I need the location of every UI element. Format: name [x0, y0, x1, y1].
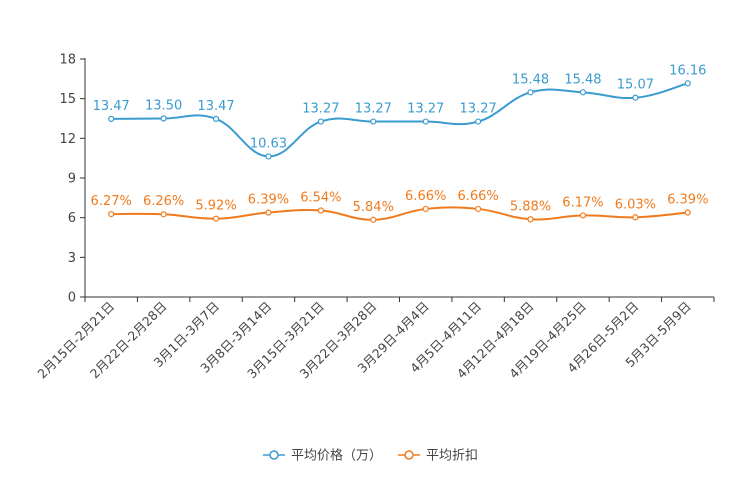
data-point	[265, 209, 272, 216]
data-point	[108, 115, 115, 122]
legend-item-1[interactable]: 平均价格（万）	[263, 448, 382, 464]
x-axis: 2月15日-2月21日2月22日-2月28日3月1日-3月7日3月8日-3月14…	[34, 296, 715, 381]
y-tick-label: 15	[59, 92, 76, 107]
series-2: 6.27% 6.26% 5.92% 6.39% 6.54% 5.84% 6.66% 6.66%…	[91, 189, 708, 223]
data-label: 13.27	[302, 102, 339, 117]
data-point	[370, 118, 377, 125]
series-line	[111, 206, 688, 221]
data-label: 6.26%	[143, 194, 184, 209]
data-label: 15.48	[512, 72, 549, 87]
data-label: 16.16	[669, 63, 706, 78]
data-point	[212, 115, 220, 122]
legend-label: 平均折扣	[426, 449, 478, 464]
series-1: 13.47 13.50 13.47 10.63 13.27 13.27 13.27 13.27…	[93, 63, 706, 160]
data-point	[475, 118, 482, 125]
data-label: 13.27	[407, 102, 444, 117]
data-label: 13.27	[355, 102, 392, 117]
legend[interactable]: 平均价格（万） 平均折扣	[263, 448, 478, 464]
data-label: 5.88%	[510, 199, 551, 214]
data-label: 6.03%	[615, 197, 656, 212]
data-label: 13.27	[460, 102, 497, 117]
data-label: 6.39%	[248, 193, 289, 208]
data-label: 5.84%	[353, 200, 394, 215]
y-axis: 0 3 6 9 12 15 18	[59, 53, 86, 306]
legend-marker	[269, 450, 279, 460]
y-tick-label: 0	[68, 291, 76, 306]
data-point	[579, 89, 587, 96]
data-label: 6.54%	[300, 191, 341, 206]
data-label: 6.17%	[562, 195, 603, 210]
data-label: 6.66%	[405, 189, 446, 204]
data-label: 6.39%	[667, 193, 708, 208]
data-point	[632, 94, 639, 101]
y-tick-label: 12	[59, 132, 76, 147]
data-point	[212, 215, 220, 222]
data-point	[317, 118, 324, 125]
data-point	[317, 207, 324, 214]
legend-marker	[404, 450, 414, 460]
data-point	[160, 211, 167, 218]
data-label: 5.92%	[195, 199, 236, 214]
data-label: 15.07	[617, 78, 654, 93]
data-label: 13.50	[145, 99, 182, 114]
data-point	[422, 205, 429, 213]
data-label: 13.47	[93, 99, 130, 114]
data-point	[108, 210, 115, 218]
y-tick-label: 18	[59, 53, 76, 68]
data-point	[632, 214, 639, 221]
y-tick-label: 3	[68, 251, 76, 266]
data-label: 10.63	[250, 136, 287, 151]
data-point	[160, 115, 167, 122]
y-tick-label: 6	[68, 211, 76, 226]
data-label: 6.66%	[457, 189, 498, 204]
data-label: 15.48	[564, 72, 601, 87]
data-point	[265, 153, 272, 160]
data-point	[527, 89, 534, 96]
data-point	[370, 216, 377, 223]
data-point	[684, 80, 691, 87]
data-point	[475, 205, 482, 213]
data-label: 6.27%	[91, 194, 132, 209]
series-layer: 13.47 13.50 13.47 10.63 13.27 13.27 13.27 13.27…	[91, 63, 708, 223]
y-tick-label: 9	[68, 172, 76, 187]
data-point	[422, 118, 429, 125]
legend-label: 平均价格（万）	[291, 448, 382, 464]
series-line	[111, 82, 689, 158]
data-label: 13.47	[197, 99, 234, 114]
data-point	[684, 209, 691, 216]
legend-item-2[interactable]: 平均折扣	[398, 449, 478, 464]
data-point	[527, 216, 534, 223]
data-point	[579, 212, 587, 219]
